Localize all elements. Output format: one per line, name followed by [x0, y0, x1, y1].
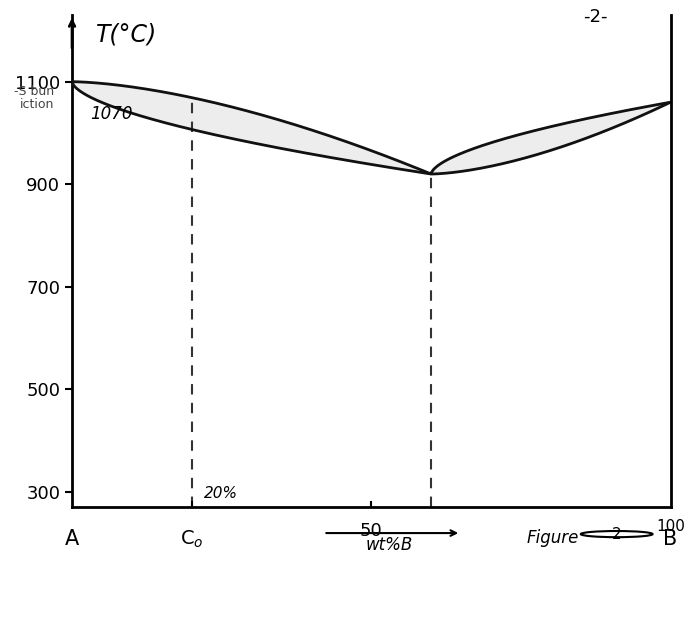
Text: C$_o$: C$_o$	[180, 529, 204, 550]
Text: -2-: -2-	[582, 7, 608, 25]
Text: 20%: 20%	[204, 486, 238, 501]
Text: 100: 100	[656, 519, 685, 534]
Text: 50: 50	[360, 522, 383, 540]
Text: -S bun: -S bun	[14, 85, 54, 99]
Text: B: B	[664, 529, 678, 549]
Text: A: A	[65, 529, 79, 549]
Text: iction: iction	[20, 98, 54, 111]
Text: wt%B: wt%B	[365, 536, 413, 553]
Text: T(°C): T(°C)	[96, 23, 158, 47]
Text: Figure: Figure	[527, 529, 580, 547]
Text: 1070: 1070	[90, 105, 132, 123]
Text: 2: 2	[612, 526, 622, 542]
